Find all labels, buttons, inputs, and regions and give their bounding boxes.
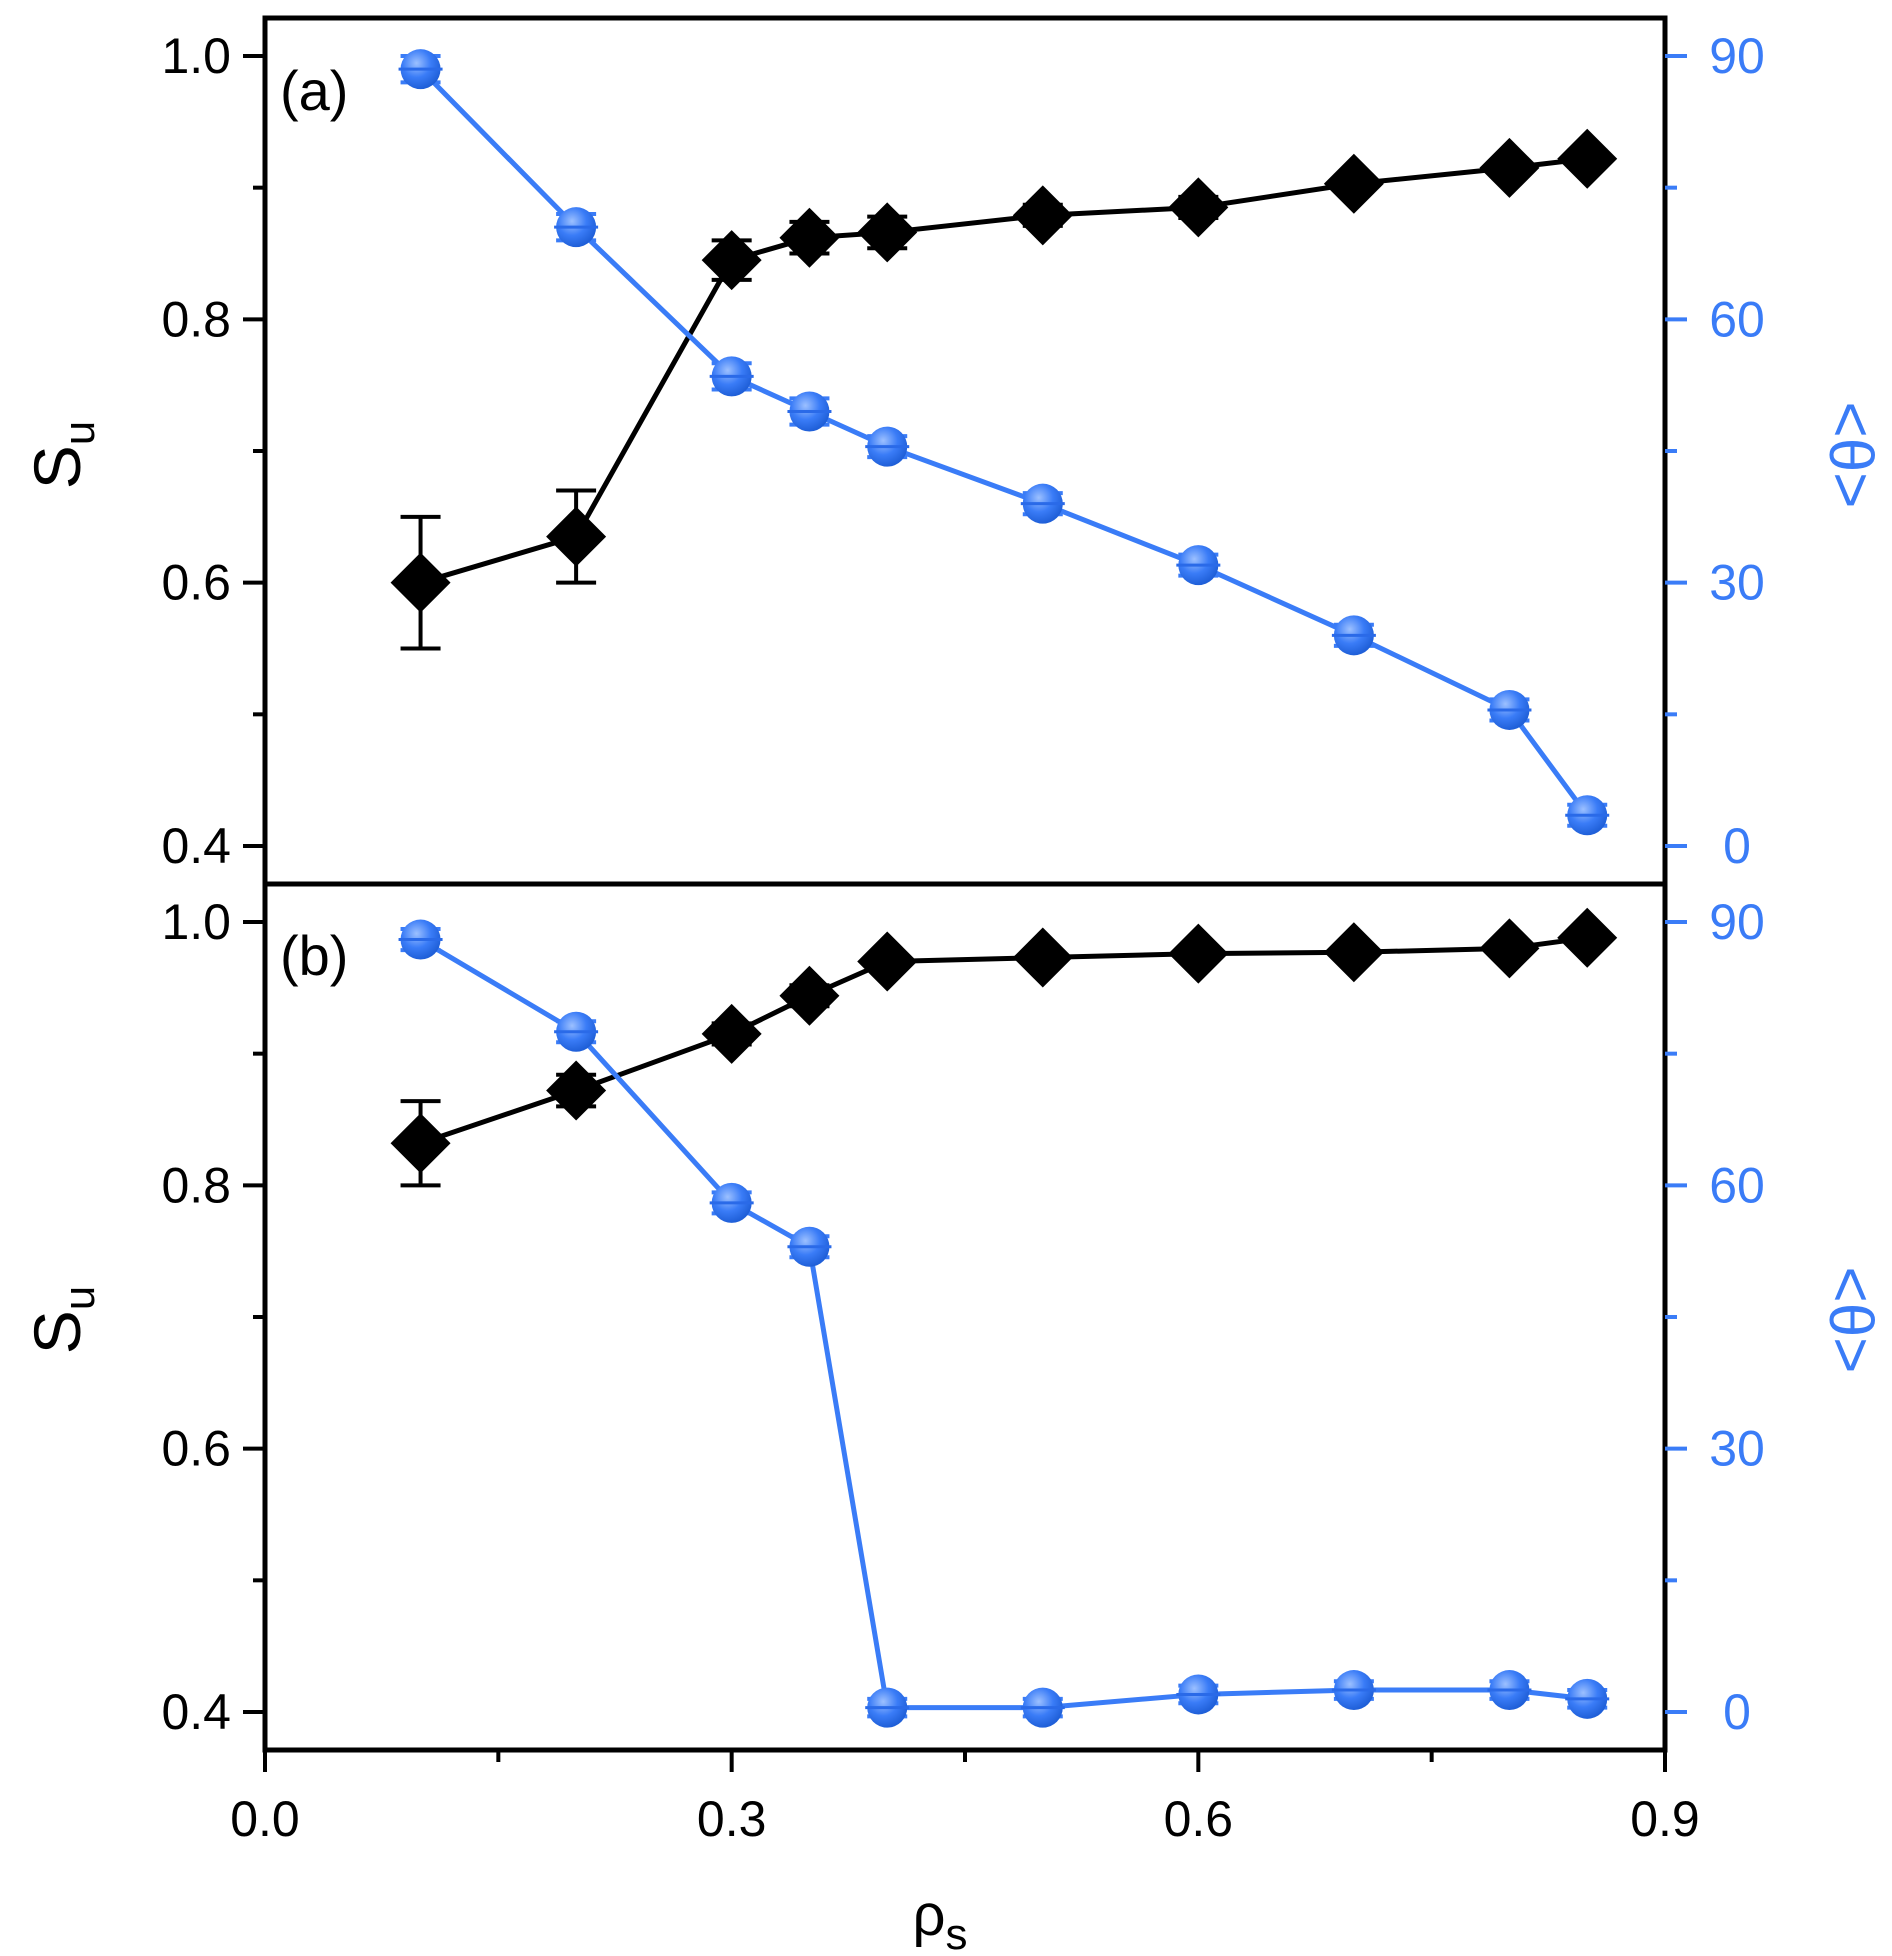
su-data-point bbox=[857, 931, 918, 992]
y-right-tick-label: 90 bbox=[1709, 28, 1765, 84]
panel-b-y-right-title: <θ> bbox=[1816, 1267, 1885, 1374]
su-data-point bbox=[1168, 177, 1229, 238]
x-axis-title: ρs bbox=[913, 1883, 968, 1956]
y-left-tick-label: 0.4 bbox=[161, 1684, 231, 1740]
x-axis: 0.0 0.3 0.6 0.9 bbox=[230, 1750, 1700, 1847]
panel-b: 0.4 0.6 0.8 1.0 0 30 60 90 (b) Su <θ> bbox=[20, 881, 1885, 1753]
su-data-point bbox=[701, 230, 762, 291]
x-tick-label: 0.9 bbox=[1630, 1791, 1700, 1847]
x-tick-label: 0.6 bbox=[1164, 1791, 1234, 1847]
x-tick-label: 0.0 bbox=[230, 1791, 300, 1847]
su-data-point bbox=[1012, 185, 1073, 246]
su-data-point bbox=[546, 506, 607, 567]
y-left-tick-label: 1.0 bbox=[161, 28, 231, 84]
su-data-point bbox=[779, 207, 840, 268]
panel-b-frame bbox=[262, 881, 1668, 1753]
su-data-point bbox=[1557, 128, 1618, 189]
y-left-tick-label: 0.4 bbox=[161, 818, 231, 874]
su-data-point bbox=[857, 202, 918, 263]
panel-a-series bbox=[390, 49, 1618, 836]
panel-b-series bbox=[390, 907, 1618, 1728]
panel-a-axes: 0.4 0.6 0.8 1.0 0 30 60 90 bbox=[161, 28, 1764, 874]
panel-a-frame bbox=[262, 15, 1668, 887]
su-data-point bbox=[1012, 927, 1073, 988]
panel-a-y-left-title: Su bbox=[20, 421, 104, 490]
su-data-point bbox=[1168, 923, 1229, 984]
x-tick-label: 0.3 bbox=[697, 1791, 767, 1847]
su-data-point bbox=[1323, 153, 1384, 214]
y-left-tick-label: 0.8 bbox=[161, 1157, 231, 1213]
su-data-point bbox=[546, 1060, 607, 1121]
y-right-tick-label: 60 bbox=[1709, 291, 1765, 347]
y-right-tick-label: 30 bbox=[1709, 1421, 1765, 1477]
y-left-tick-label: 0.6 bbox=[161, 1421, 231, 1477]
y-right-tick-label: 0 bbox=[1723, 1684, 1751, 1740]
su-data-point bbox=[1479, 918, 1540, 979]
panel-a: 0.4 0.6 0.8 1.0 0 30 60 90 (a) Su <θ> bbox=[20, 15, 1885, 887]
su-data-point bbox=[1479, 137, 1540, 198]
y-left-tick-label: 0.6 bbox=[161, 555, 231, 611]
panel-b-axes: 0.4 0.6 0.8 1.0 0 30 60 90 bbox=[161, 894, 1764, 1740]
theta-series-line bbox=[418, 67, 1590, 817]
su-data-point bbox=[390, 552, 451, 613]
theta-series-line bbox=[419, 937, 1588, 1711]
su-data-point bbox=[1557, 907, 1618, 968]
y-right-tick-label: 60 bbox=[1709, 1157, 1765, 1213]
y-right-tick-label: 30 bbox=[1709, 555, 1765, 611]
su-data-point bbox=[1323, 922, 1384, 983]
panel-a-y-right-title: <θ> bbox=[1816, 402, 1885, 509]
su-data-point bbox=[701, 1003, 762, 1064]
y-right-tick-label: 0 bbox=[1723, 818, 1751, 874]
y-right-tick-label: 90 bbox=[1709, 894, 1765, 950]
su-series-line bbox=[419, 156, 1588, 586]
y-left-tick-label: 1.0 bbox=[161, 894, 231, 950]
su-series-line bbox=[419, 935, 1588, 1146]
panel-b-label: (b) bbox=[280, 924, 348, 987]
su-data-point bbox=[390, 1113, 451, 1174]
su-data-point bbox=[779, 965, 840, 1026]
panel-b-y-left-title: Su bbox=[20, 1286, 104, 1355]
panel-a-label: (a) bbox=[280, 59, 348, 122]
y-left-tick-label: 0.8 bbox=[161, 291, 231, 347]
